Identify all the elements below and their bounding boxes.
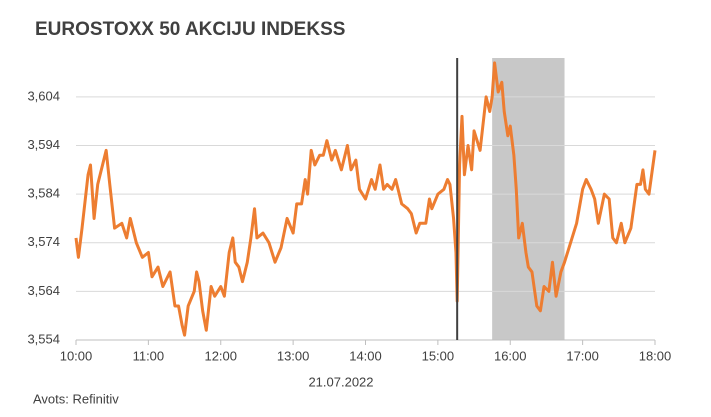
y-tick-label: 3,584 [27, 186, 60, 201]
x-tick-label: 14:00 [349, 348, 382, 363]
y-tick-label: 3,594 [27, 137, 60, 152]
x-tick-label: 16:00 [494, 348, 527, 363]
y-tick-label: 3,564 [27, 283, 60, 298]
x-tick-label: 13:00 [277, 348, 310, 363]
x-tick-label: 10:00 [60, 348, 93, 363]
x-tick-label: 11:00 [133, 348, 165, 363]
x-tick-label: 17:00 [566, 348, 599, 363]
line-series [74, 61, 657, 337]
x-tick-label: 18:00 [639, 348, 672, 363]
chart-title: EUROSTOXX 50 AKCIJU INDEKSS [35, 19, 345, 40]
y-tick-label: 3,604 [27, 88, 60, 103]
x-axis-label: 21.07.2022 [308, 374, 373, 389]
y-tick-label: 3,554 [27, 331, 60, 346]
x-tick-label: 12:00 [204, 348, 237, 363]
y-tick-label: 3,574 [27, 234, 60, 249]
source: Avots: Refinitiv [33, 391, 119, 406]
x-tick-label: 15:00 [422, 348, 455, 363]
